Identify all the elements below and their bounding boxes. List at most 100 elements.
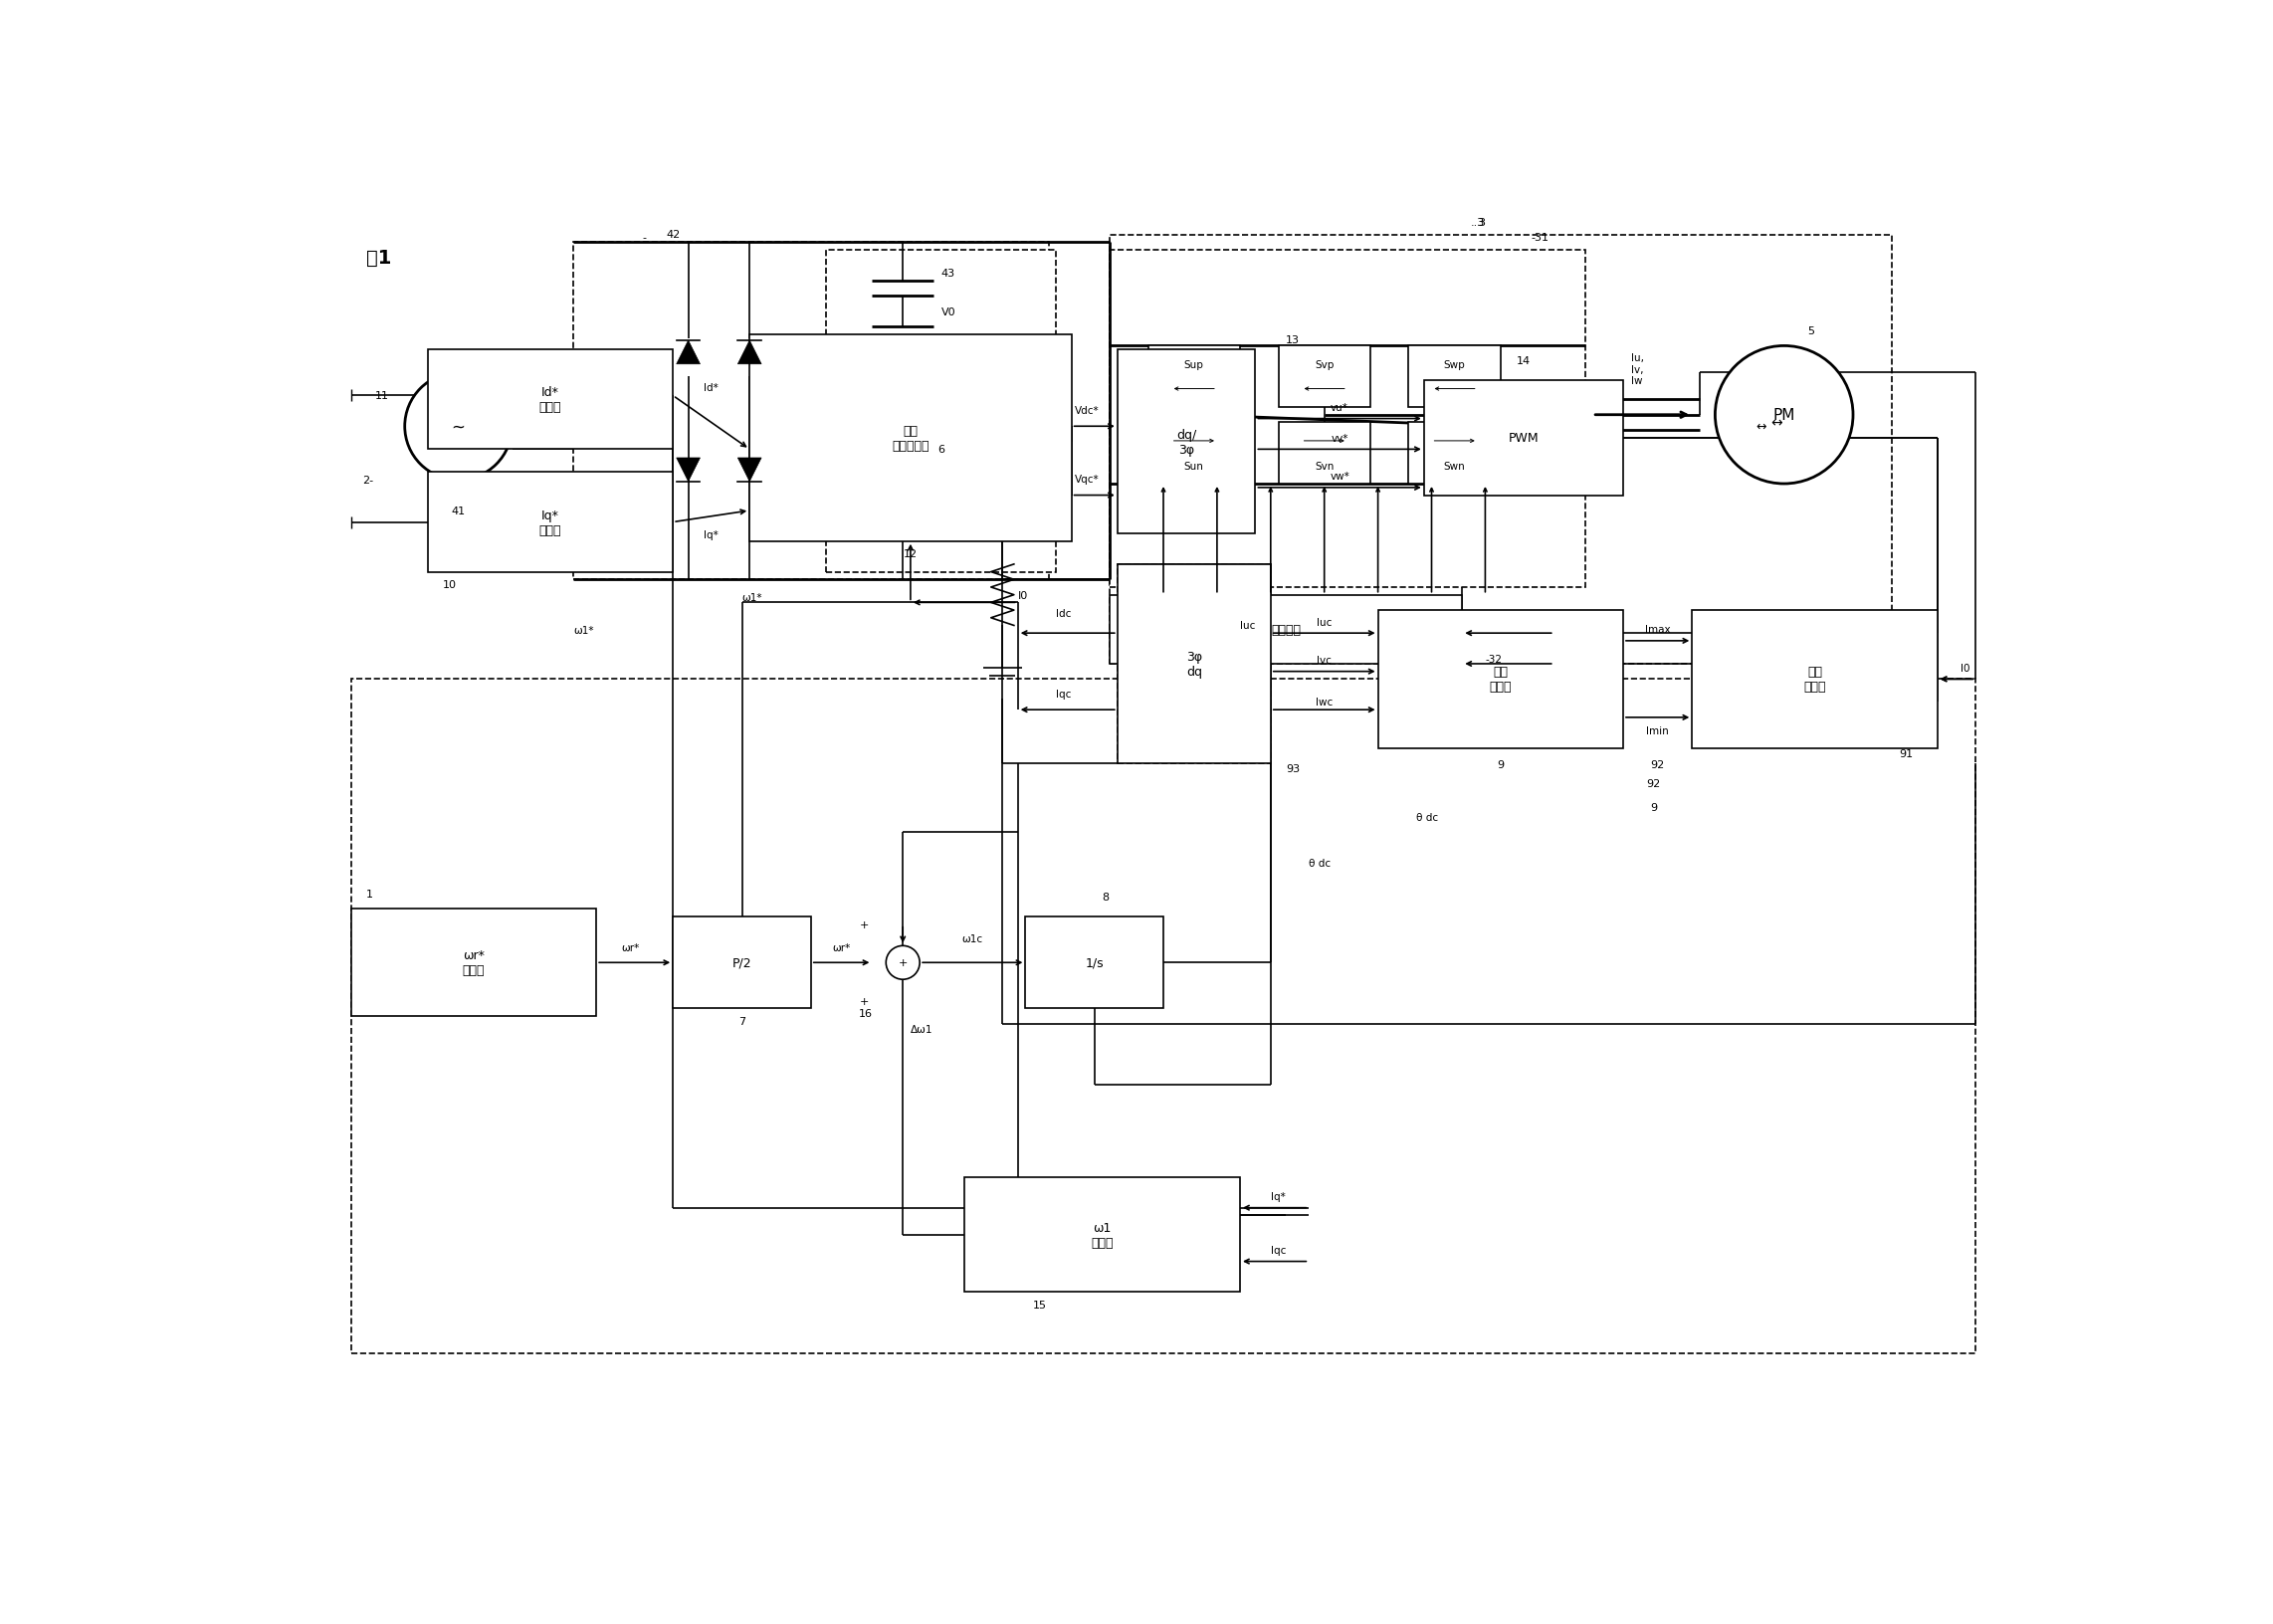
Text: Iqc: Iqc xyxy=(1271,1246,1287,1255)
Polygon shape xyxy=(427,473,673,572)
Text: Sun: Sun xyxy=(1184,461,1205,471)
Text: P/2: P/2 xyxy=(732,957,752,970)
Text: 1/s: 1/s xyxy=(1084,957,1105,970)
Text: Iuc: Iuc xyxy=(1316,617,1332,627)
Text: 10: 10 xyxy=(443,580,457,590)
Polygon shape xyxy=(1148,424,1241,484)
Circle shape xyxy=(405,374,511,481)
Polygon shape xyxy=(1118,565,1271,763)
Text: 图1: 图1 xyxy=(366,248,391,268)
Polygon shape xyxy=(1109,235,1891,664)
Text: θ dc: θ dc xyxy=(1416,812,1439,822)
Text: ωr*
发生器: ωr* 发生器 xyxy=(461,948,484,978)
Text: +: + xyxy=(859,996,868,1007)
Text: 5: 5 xyxy=(1807,326,1814,336)
Text: ↔: ↔ xyxy=(1755,421,1766,434)
Polygon shape xyxy=(1148,346,1241,408)
Text: ..3: ..3 xyxy=(1471,218,1484,227)
Text: ω1
修正器: ω1 修正器 xyxy=(1091,1221,1114,1249)
Text: 92: 92 xyxy=(1650,760,1664,770)
Polygon shape xyxy=(1277,424,1371,484)
Text: ~: ~ xyxy=(452,417,466,435)
Text: 92: 92 xyxy=(1646,780,1662,789)
Text: ω1c: ω1c xyxy=(961,934,982,944)
Text: 91: 91 xyxy=(1898,749,1914,758)
Text: 6: 6 xyxy=(939,445,946,455)
Text: PM: PM xyxy=(1773,408,1796,422)
Text: PWM: PWM xyxy=(1509,432,1539,445)
Text: ↔: ↔ xyxy=(1771,416,1782,430)
Circle shape xyxy=(886,947,921,979)
Text: 43: 43 xyxy=(941,270,955,279)
Text: ωr*: ωr* xyxy=(623,942,641,953)
Text: 13: 13 xyxy=(1287,335,1300,344)
Polygon shape xyxy=(1109,596,1462,664)
Polygon shape xyxy=(1118,351,1255,534)
Polygon shape xyxy=(350,679,1975,1353)
Text: Iuc: Iuc xyxy=(1241,620,1255,632)
Text: Imax: Imax xyxy=(1646,625,1671,635)
Text: Iqc: Iqc xyxy=(1057,689,1071,698)
Text: ω1*: ω1* xyxy=(741,593,761,603)
Text: vu*: vu* xyxy=(1330,403,1348,412)
Text: Svn: Svn xyxy=(1314,461,1334,471)
Text: ω1*: ω1* xyxy=(573,625,593,637)
Polygon shape xyxy=(1277,346,1371,408)
Text: Svp: Svp xyxy=(1314,361,1334,370)
Polygon shape xyxy=(1377,611,1623,749)
Polygon shape xyxy=(739,341,761,365)
Text: 3φ
dq: 3φ dq xyxy=(1187,650,1202,679)
Text: Id*: Id* xyxy=(705,383,718,393)
Polygon shape xyxy=(673,918,811,1009)
Text: I0: I0 xyxy=(1018,591,1027,601)
Text: +: + xyxy=(859,919,868,929)
Text: dq/
3φ: dq/ 3φ xyxy=(1177,429,1196,456)
Text: θ dc: θ dc xyxy=(1309,859,1332,869)
Text: 门驱动器: 门驱动器 xyxy=(1271,624,1300,637)
Polygon shape xyxy=(825,250,1057,572)
Polygon shape xyxy=(1409,346,1500,408)
Text: vw*: vw* xyxy=(1330,471,1350,482)
Polygon shape xyxy=(1423,382,1623,495)
Text: 12: 12 xyxy=(902,549,918,559)
Text: 8: 8 xyxy=(1102,892,1109,901)
Text: Iq*
发生器: Iq* 发生器 xyxy=(539,508,561,536)
Text: vv*: vv* xyxy=(1332,434,1348,443)
Text: -31: -31 xyxy=(1532,234,1550,244)
Text: Id*
发生器: Id* 发生器 xyxy=(539,387,561,414)
Polygon shape xyxy=(739,458,761,482)
Text: Δω1: Δω1 xyxy=(911,1025,932,1034)
Text: 1: 1 xyxy=(366,888,373,900)
Text: Vqc*: Vqc* xyxy=(1075,474,1100,484)
Text: 电流
采样器: 电流 采样器 xyxy=(1802,666,1825,693)
Polygon shape xyxy=(677,458,700,482)
Text: Sup: Sup xyxy=(1184,361,1205,370)
Text: 93: 93 xyxy=(1287,763,1300,773)
Text: Swp: Swp xyxy=(1443,361,1466,370)
Text: Iq*: Iq* xyxy=(1271,1192,1287,1202)
Text: Idc: Idc xyxy=(1057,609,1071,619)
Text: 14: 14 xyxy=(1516,356,1530,365)
Text: Iwc: Iwc xyxy=(1316,698,1332,708)
Text: 7: 7 xyxy=(739,1017,746,1026)
Text: 电压
指令运算器: 电压 指令运算器 xyxy=(891,424,930,453)
Text: 15: 15 xyxy=(1034,1299,1048,1311)
Polygon shape xyxy=(1025,918,1164,1009)
Text: 9: 9 xyxy=(1498,760,1505,770)
Text: 9: 9 xyxy=(1650,802,1657,812)
Text: 11: 11 xyxy=(375,391,389,401)
Text: 42: 42 xyxy=(666,229,680,239)
Polygon shape xyxy=(1691,611,1937,749)
Text: Iq*: Iq* xyxy=(705,531,718,541)
Polygon shape xyxy=(573,244,1048,580)
Polygon shape xyxy=(427,351,673,450)
Circle shape xyxy=(1716,346,1852,484)
Text: Imin: Imin xyxy=(1646,726,1668,736)
Polygon shape xyxy=(964,1177,1241,1293)
Text: 电流
再现器: 电流 再现器 xyxy=(1489,666,1512,693)
Text: Iu,
Iv,
Iw: Iu, Iv, Iw xyxy=(1630,352,1643,387)
Text: ωr*: ωr* xyxy=(832,942,850,953)
Text: Ivc: Ivc xyxy=(1316,656,1332,666)
Polygon shape xyxy=(1109,250,1584,588)
Text: I0: I0 xyxy=(1959,663,1971,672)
